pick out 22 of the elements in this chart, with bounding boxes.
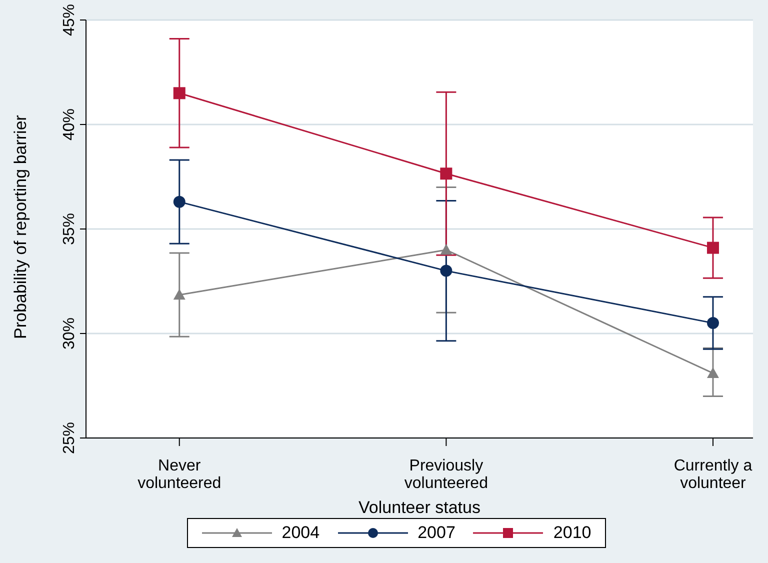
- y-tick-label: 30%: [61, 317, 78, 350]
- x-tick-label: Previously volunteered: [404, 457, 488, 492]
- point: [173, 87, 186, 100]
- y-tick-label: 40%: [61, 108, 78, 141]
- y-axis-title: Probability of reporting barrier: [11, 114, 30, 339]
- legend-label: 2004: [282, 523, 320, 543]
- point: [706, 242, 719, 254]
- point: [440, 264, 452, 277]
- point: [706, 367, 719, 378]
- legend-label: 2007: [418, 523, 456, 543]
- legend-label: 2010: [553, 523, 592, 543]
- point: [173, 288, 186, 300]
- y-tick-label: 45%: [61, 4, 78, 36]
- point: [440, 168, 452, 180]
- point: [706, 317, 719, 330]
- point: [440, 244, 452, 255]
- x-tick-label: Currently a volunteer: [674, 457, 752, 492]
- y-tick-label: 35%: [61, 212, 78, 246]
- y-tick-label: 25%: [61, 422, 78, 454]
- x-tick-label: Never volunteered: [138, 457, 222, 492]
- point: [173, 196, 186, 208]
- x-axis-title: Volunteer status: [358, 498, 480, 517]
